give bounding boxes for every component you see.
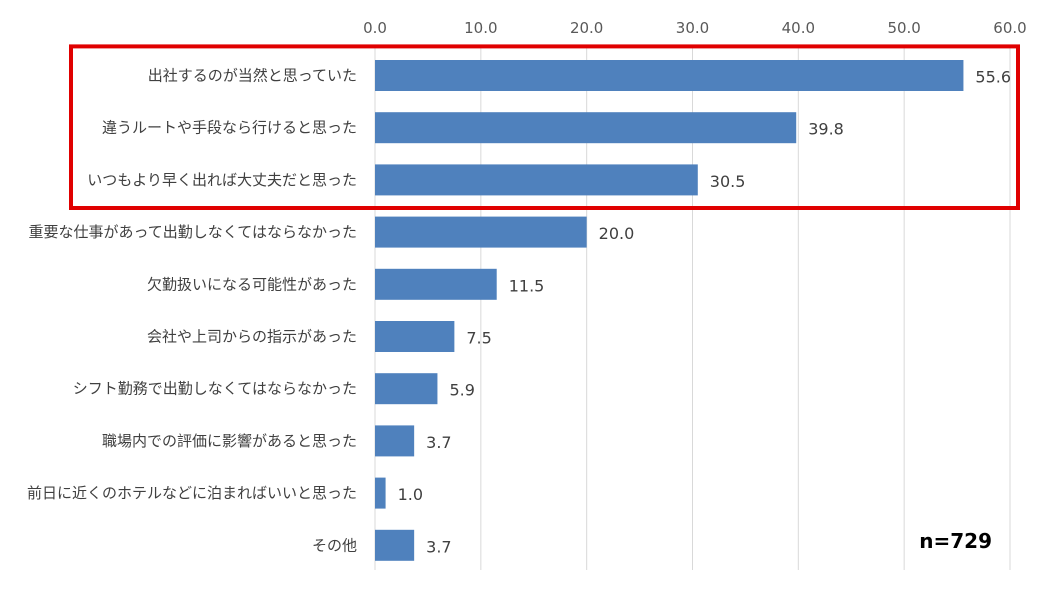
- x-tick-label: 30.0: [676, 19, 709, 37]
- category-label: 出社するのが当然と思っていた: [148, 67, 357, 85]
- x-tick-label: 0.0: [363, 19, 387, 37]
- value-labels: 55.6 39.8 30.5 20.0 11.5 7.5 5.9 3.7 1.0 3.7: [398, 68, 1011, 557]
- category-label: いつもより早く出れば大丈夫だと思った: [87, 171, 357, 189]
- category-label: その他: [312, 536, 357, 554]
- bar: [375, 112, 797, 144]
- value-label: 1.0: [398, 485, 423, 504]
- x-tick-label: 60.0: [993, 19, 1026, 37]
- x-axis-ticks: 0.0 10.0 20.0 30.0 40.0 50.0 60.0: [363, 19, 1027, 37]
- category-label: 重要な仕事があって出勤しなくてはならなかった: [28, 223, 357, 241]
- bar: [375, 164, 698, 196]
- bar: [375, 60, 964, 91]
- bar: [375, 216, 587, 248]
- value-label: 7.5: [466, 329, 491, 348]
- category-labels: 出社するのが当然と思っていた違うルートや手段なら行けると思ったいつもより早く出れ…: [27, 67, 357, 555]
- value-label: 3.7: [426, 537, 451, 556]
- bar: [375, 529, 415, 561]
- category-label: 欠勤扱いになる可能性があった: [147, 275, 357, 293]
- bars: [375, 60, 964, 561]
- category-label: 職場内での評価に影響があると思った: [102, 432, 357, 450]
- bar: [375, 373, 438, 405]
- bar: [375, 321, 455, 352]
- value-label: 3.7: [426, 433, 451, 452]
- bar: [375, 477, 386, 509]
- value-label: 5.9: [449, 381, 474, 400]
- highlight-box: [69, 44, 1020, 211]
- value-label: 30.5: [710, 172, 746, 191]
- category-label: 会社や上司からの指示があった: [147, 328, 357, 346]
- category-label: 前日に近くのホテルなどに泊まればいいと思った: [27, 484, 357, 502]
- value-label: 39.8: [808, 120, 844, 139]
- category-label: 違うルートや手段なら行けると思った: [102, 119, 357, 137]
- value-label: 55.6: [975, 68, 1011, 87]
- x-tick-label: 50.0: [887, 19, 920, 37]
- x-tick-label: 20.0: [570, 19, 603, 37]
- x-tick-label: 40.0: [782, 19, 815, 37]
- value-label: 11.5: [509, 276, 545, 295]
- category-label: シフト勤務で出勤しなくてはならなかった: [73, 380, 357, 398]
- sample-size-label: n=729: [919, 529, 992, 553]
- x-tick-label: 10.0: [464, 19, 497, 37]
- bar: [375, 425, 415, 457]
- bar: [375, 268, 497, 300]
- value-label: 20.0: [599, 224, 635, 243]
